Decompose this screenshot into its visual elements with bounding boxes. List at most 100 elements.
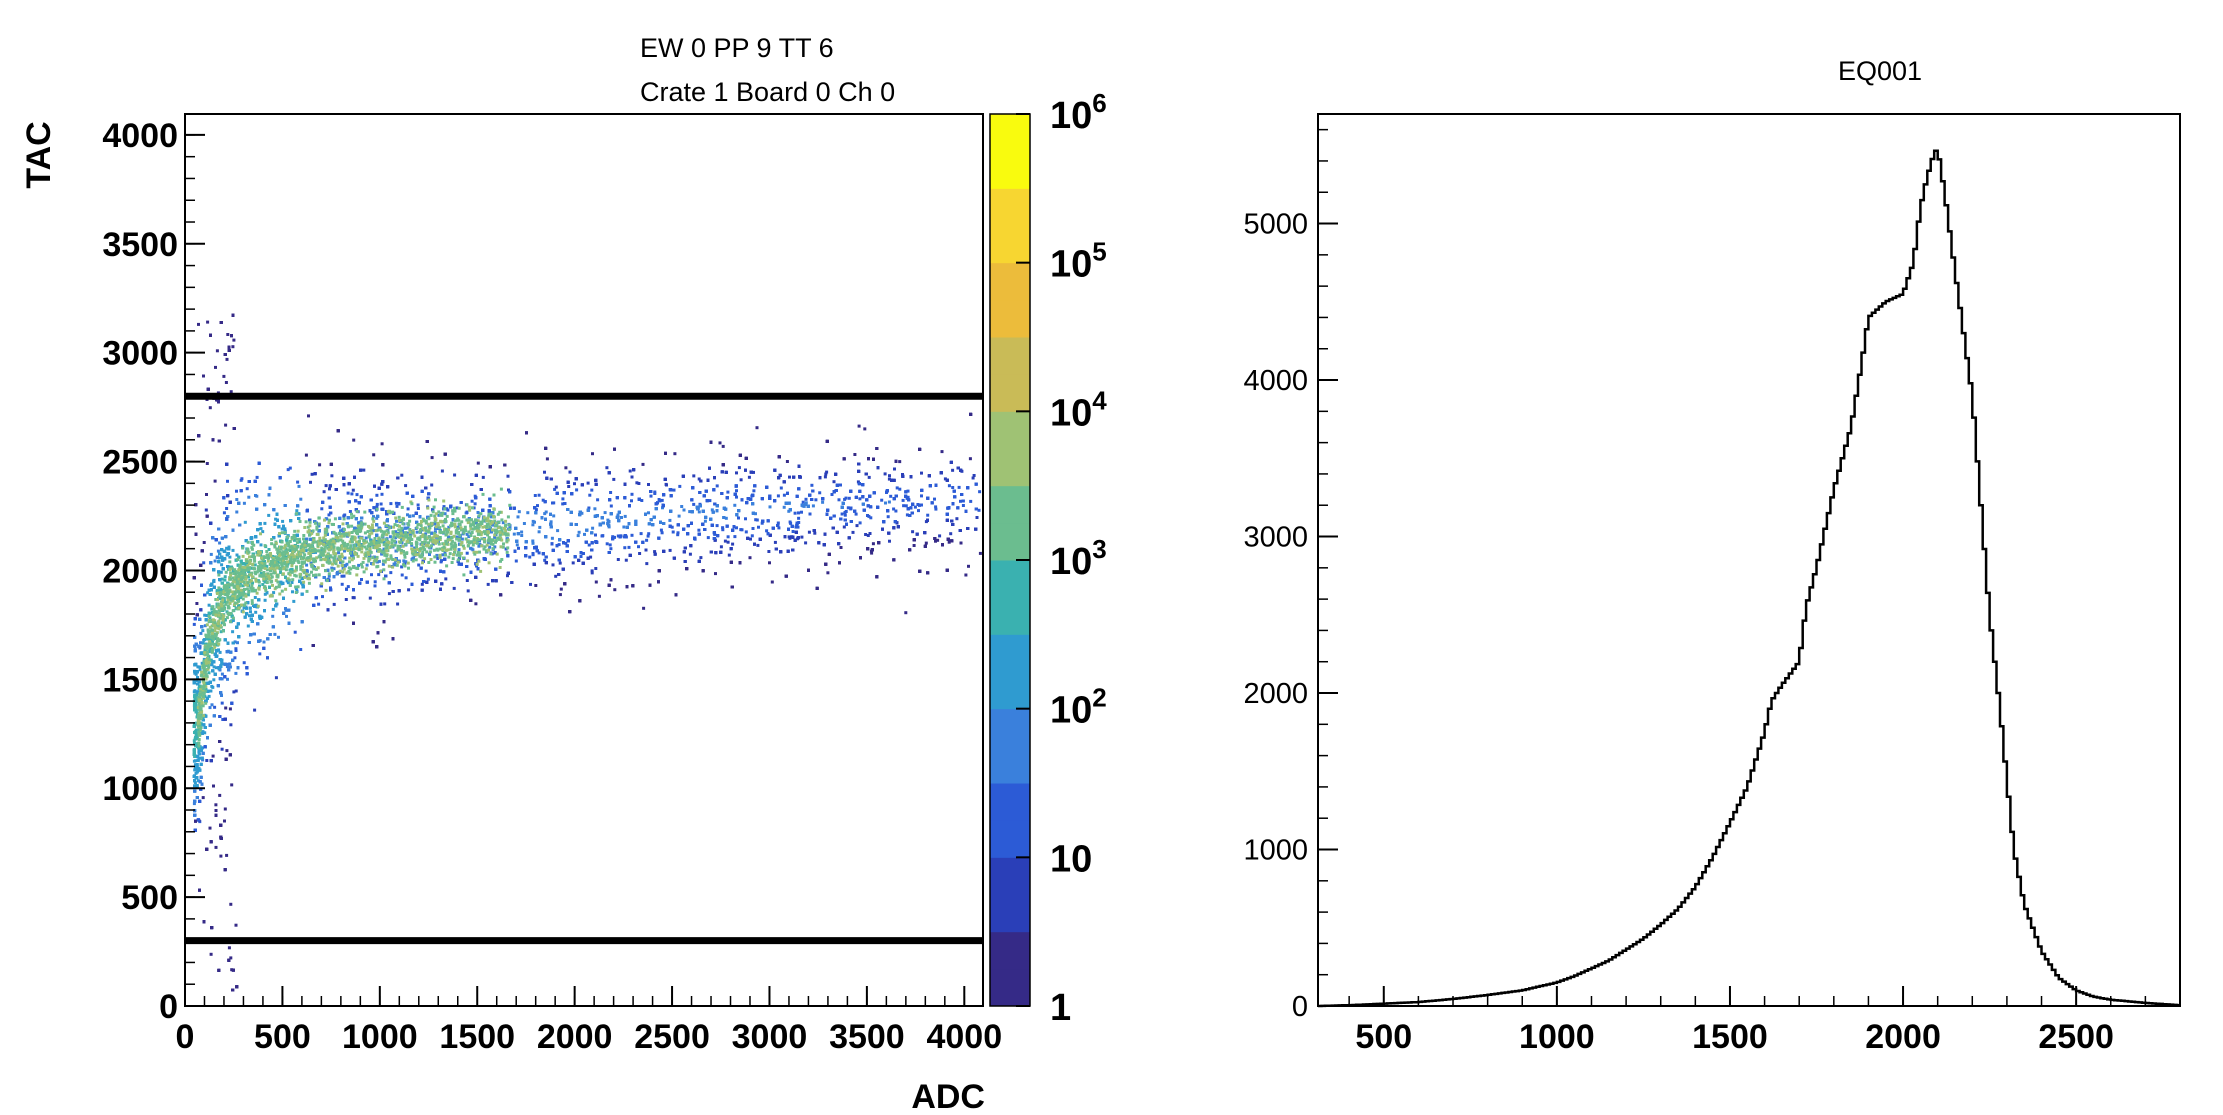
heatmap-cell <box>420 582 424 586</box>
heatmap-cell <box>579 555 583 558</box>
heatmap-title-line-1: EW 0 PP 9 TT 6 <box>640 33 834 63</box>
heatmap-cell <box>254 494 257 497</box>
heatmap-cell <box>917 509 920 513</box>
heatmap-cell <box>352 596 356 600</box>
heatmap-cell <box>972 474 976 477</box>
heatmap-cell <box>787 535 791 539</box>
heatmap-cell <box>297 484 301 488</box>
heatmap-cell <box>471 548 475 552</box>
heatmap-cell <box>943 477 947 481</box>
heatmap-cell <box>305 563 309 567</box>
heatmap-cell <box>343 613 347 617</box>
heatmap-cell <box>199 631 203 635</box>
heatmap-cell <box>959 499 962 503</box>
heatmap-cell <box>476 511 480 514</box>
heatmap-cell <box>195 763 199 766</box>
heatmap-cell <box>400 565 404 569</box>
heatmap-cell <box>430 456 434 460</box>
heatmap-cell <box>697 477 701 481</box>
heatmap-cell <box>193 768 197 772</box>
heatmap-cell <box>794 525 798 529</box>
heatmap-cell <box>752 489 756 493</box>
heatmap-cell <box>263 521 267 525</box>
heatmap-cell <box>561 497 565 501</box>
heatmap-cell <box>299 497 303 501</box>
heatmap-cell <box>196 769 200 773</box>
heatmap-cell <box>673 452 677 456</box>
heatmap-cell <box>248 578 252 582</box>
heatmap-cell <box>697 510 701 514</box>
heatmap-cell <box>396 602 400 606</box>
heatmap-cell <box>261 583 265 586</box>
heatmap-cell <box>821 500 825 504</box>
heatmap-cell <box>193 689 197 693</box>
heatmap-cell <box>613 588 617 592</box>
heatmap-cell <box>754 512 757 516</box>
heatmap-cell <box>977 508 981 512</box>
heatmap-cell <box>229 956 233 960</box>
heatmap-cell <box>630 533 634 537</box>
heatmap-cell <box>309 480 312 484</box>
heatmap-cell <box>924 541 928 545</box>
heatmap-cell <box>558 561 562 565</box>
heatmap-cell <box>467 535 471 539</box>
heatmap-cell <box>370 573 373 577</box>
heatmap-cell <box>549 520 553 524</box>
heatmap-cell <box>646 534 650 538</box>
heatmap-cell <box>194 728 198 732</box>
heatmap-cell <box>537 493 541 497</box>
heatmap-cell <box>755 518 759 522</box>
heatmap-cell <box>445 507 449 511</box>
heatmap-cell <box>198 668 202 672</box>
heatmap-cell <box>586 481 590 485</box>
heatmap-cell <box>647 483 650 486</box>
heatmap-cell <box>968 457 972 461</box>
heatmap-cell <box>801 500 805 504</box>
heatmap-cell <box>587 543 591 547</box>
heatmap-cell <box>594 567 598 570</box>
heatmap-cell <box>727 553 731 557</box>
heatmap-title-line-2: Crate 1 Board 0 Ch 0 <box>640 77 895 107</box>
heatmap-cell <box>193 647 197 651</box>
heatmap-cell <box>372 506 376 510</box>
heatmap-cell <box>345 562 349 566</box>
heatmap-cell <box>733 503 737 507</box>
heatmap-cell <box>285 614 288 618</box>
heatmap-cell <box>754 518 758 522</box>
heatmap-cell <box>520 530 524 534</box>
heatmap-cell <box>246 593 250 597</box>
heatmap-cell <box>630 499 633 503</box>
heatmap-cell <box>225 357 229 361</box>
heatmap-cell <box>342 574 346 578</box>
heatmap-cell <box>435 553 439 557</box>
heatmap-cell <box>938 534 942 538</box>
heatmap-cell <box>229 390 233 394</box>
heatmap-cell <box>926 513 930 517</box>
heatmap-cell <box>837 498 841 502</box>
heatmap-cell <box>534 584 538 587</box>
heatmap-cell <box>544 510 548 514</box>
heatmap-cell <box>337 551 340 555</box>
heatmap-cell <box>228 555 232 559</box>
heatmap-cell <box>889 494 893 498</box>
heatmap-cell <box>380 442 384 446</box>
heatmap-cell <box>234 647 238 651</box>
heatmap-cell <box>295 509 299 513</box>
heatmap-cell <box>286 581 290 585</box>
heatmap-cell <box>735 489 738 493</box>
heatmap-cell <box>706 536 710 540</box>
heatmap-cell <box>639 532 643 536</box>
heatmap-cell <box>195 602 199 605</box>
heatmap-cell <box>810 483 814 487</box>
heatmap-cell <box>933 497 936 501</box>
heatmap-cell <box>298 540 302 544</box>
heatmap-cell <box>197 750 201 754</box>
heatmap-cell <box>330 566 334 570</box>
heatmap-cell <box>291 590 294 594</box>
heatmap-cell <box>205 493 208 496</box>
heatmap-cell <box>605 466 609 470</box>
heatmap-cell <box>520 534 524 537</box>
heatmap-cell <box>406 507 410 511</box>
heatmap-cell <box>867 475 871 479</box>
heatmap-cell <box>630 492 634 496</box>
